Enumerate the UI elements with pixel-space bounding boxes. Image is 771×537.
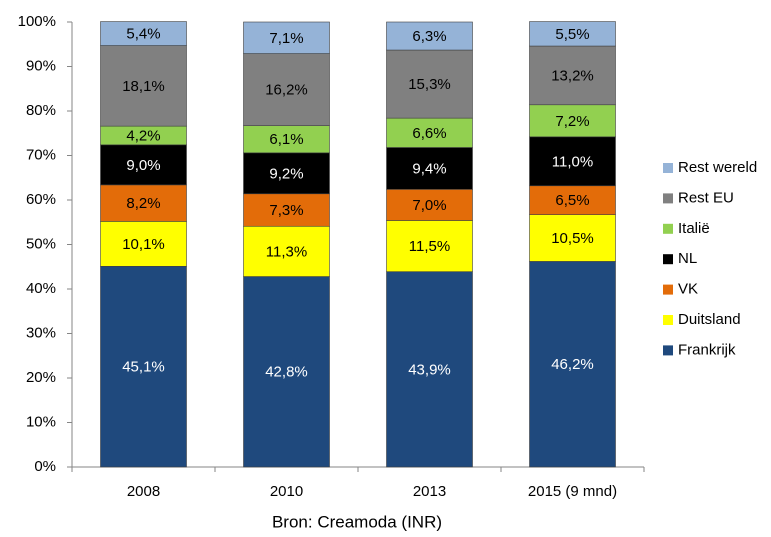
y-tick-label: 10% bbox=[26, 413, 56, 430]
legend-swatch bbox=[663, 254, 673, 265]
legend-swatch bbox=[663, 163, 673, 173]
x-axis-label: Bron: Creamoda (INR) bbox=[272, 512, 442, 531]
y-tick-label: 30% bbox=[26, 324, 56, 341]
data-label: 6,5% bbox=[555, 192, 589, 209]
data-label: 16,2% bbox=[265, 82, 308, 99]
data-label: 18,1% bbox=[122, 78, 165, 95]
legend-label: Frankrijk bbox=[678, 341, 736, 358]
bar-segment bbox=[386, 220, 473, 272]
bar-segment bbox=[386, 49, 473, 119]
data-label: 7,3% bbox=[269, 202, 303, 219]
data-label: 46,2% bbox=[551, 356, 594, 373]
bar-segment bbox=[386, 189, 473, 221]
legend-swatch bbox=[663, 193, 673, 204]
data-label: 7,0% bbox=[412, 197, 446, 214]
data-label: 10,1% bbox=[122, 236, 165, 253]
data-label: 7,2% bbox=[555, 113, 589, 130]
bar-segment bbox=[100, 144, 187, 186]
data-label: 43,9% bbox=[408, 361, 451, 378]
x-tick-label: 2008 bbox=[127, 483, 160, 500]
data-label: 11,0% bbox=[552, 153, 593, 170]
y-tick-label: 70% bbox=[26, 146, 56, 163]
bar-segment bbox=[100, 45, 187, 127]
y-tick-label: 60% bbox=[26, 191, 56, 208]
bar-segment bbox=[529, 136, 616, 187]
bar-segment bbox=[529, 21, 616, 47]
y-tick-label: 100% bbox=[18, 13, 56, 30]
x-tick-label: 2015 (9 mnd) bbox=[528, 483, 617, 500]
legend-label: Rest wereld bbox=[678, 159, 757, 176]
bar-segment bbox=[386, 147, 473, 190]
legend-label: NL bbox=[678, 250, 697, 267]
legend-swatch bbox=[663, 315, 673, 325]
legend-label: Duitsland bbox=[678, 311, 741, 328]
x-tick-label: 2010 bbox=[270, 483, 303, 500]
bar-segment bbox=[100, 21, 187, 46]
legend-swatch bbox=[663, 345, 673, 356]
bar-segment bbox=[529, 45, 616, 106]
data-label: 42,8% bbox=[265, 364, 308, 381]
legend-swatch bbox=[663, 284, 673, 295]
data-label: 6,1% bbox=[269, 131, 303, 148]
data-label: 7,1% bbox=[269, 30, 303, 47]
data-label: 6,3% bbox=[412, 28, 446, 45]
y-tick-label: 90% bbox=[26, 57, 56, 74]
bar-segment bbox=[386, 271, 473, 468]
data-label: 10,5% bbox=[551, 230, 594, 247]
data-label: 15,3% bbox=[408, 76, 451, 93]
bar-segment bbox=[386, 21, 473, 51]
data-label: 13,2% bbox=[551, 67, 594, 84]
x-tick-label: 2013 bbox=[413, 483, 446, 500]
legend-label: Rest EU bbox=[678, 189, 734, 206]
y-tick-label: 40% bbox=[26, 280, 56, 297]
data-label: 11,5% bbox=[409, 238, 450, 255]
legend-label: VK bbox=[678, 281, 698, 298]
y-tick-label: 50% bbox=[26, 235, 56, 252]
legend-label: Italië bbox=[678, 220, 710, 237]
bar-segment bbox=[243, 276, 330, 468]
data-label: 45,1% bbox=[122, 359, 165, 376]
data-label: 9,0% bbox=[126, 157, 160, 174]
bar-segment bbox=[529, 214, 616, 262]
bar-segment bbox=[529, 185, 616, 215]
y-tick-label: 0% bbox=[34, 458, 56, 475]
bar-segment bbox=[529, 104, 616, 138]
bar-segment bbox=[243, 225, 330, 277]
bar-segment bbox=[243, 193, 330, 227]
data-label: 4,2% bbox=[126, 127, 160, 144]
data-label: 11,3% bbox=[266, 243, 307, 260]
bar-segment bbox=[243, 53, 330, 126]
data-label: 9,2% bbox=[269, 165, 303, 182]
data-label: 5,5% bbox=[555, 26, 589, 43]
bar-segment bbox=[243, 21, 330, 54]
data-label: 8,2% bbox=[126, 195, 160, 212]
bar-segment bbox=[243, 152, 330, 195]
y-tick-label: 20% bbox=[26, 369, 56, 386]
bar-segment bbox=[386, 117, 473, 148]
bar-segment bbox=[529, 261, 616, 468]
y-tick-label: 80% bbox=[26, 102, 56, 119]
legend-swatch bbox=[663, 223, 673, 234]
data-label: 9,4% bbox=[412, 160, 446, 177]
data-label: 6,6% bbox=[412, 125, 446, 142]
data-label: 5,4% bbox=[126, 26, 160, 43]
